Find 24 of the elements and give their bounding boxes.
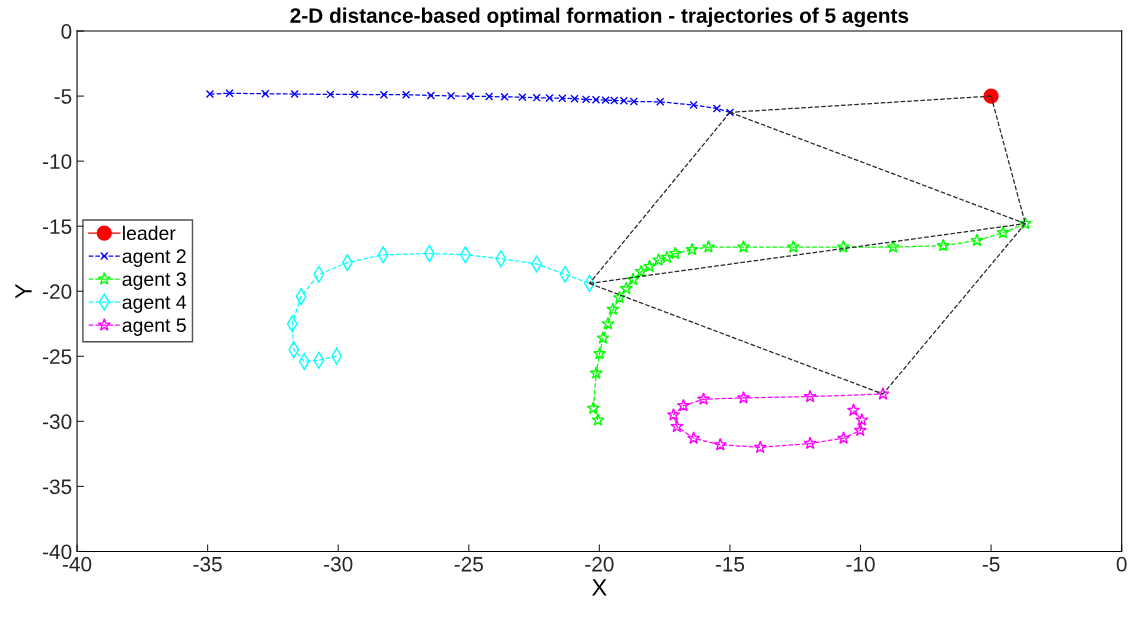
chart-title: 2-D distance-based optimal formation - trajectories of 5 agents: [290, 7, 909, 28]
y-tick-label: -5: [54, 89, 72, 104]
legend-label: leader: [123, 225, 176, 241]
x-tick-label: -5: [982, 557, 1000, 572]
y-tick-label: -25: [43, 349, 72, 365]
x-tick-label: -35: [193, 556, 222, 572]
legend-label: agent 2: [122, 249, 186, 267]
y-tick-label: -20: [43, 284, 72, 299]
y-tick-label: -35: [43, 479, 72, 495]
y-tick-label: -10: [43, 154, 72, 169]
x-tick-label: -20: [585, 556, 614, 572]
y-tick-label: 0: [61, 24, 72, 39]
legend-label: agent 4: [122, 295, 187, 313]
y-tick-label: -15: [43, 219, 72, 234]
y-axis-title: Y: [15, 283, 32, 299]
x-tick-label: -30: [324, 556, 353, 572]
y-tick-label: -30: [43, 414, 72, 430]
x-axis-title: X: [592, 579, 607, 596]
x-tick-label: -10: [846, 556, 875, 572]
legend-label: agent 3: [122, 272, 186, 290]
x-tick-label: -25: [454, 556, 483, 572]
x-tick-label: 0: [1116, 556, 1127, 572]
legend-label: agent 5: [122, 318, 186, 336]
x-tick-label: -15: [715, 557, 745, 572]
